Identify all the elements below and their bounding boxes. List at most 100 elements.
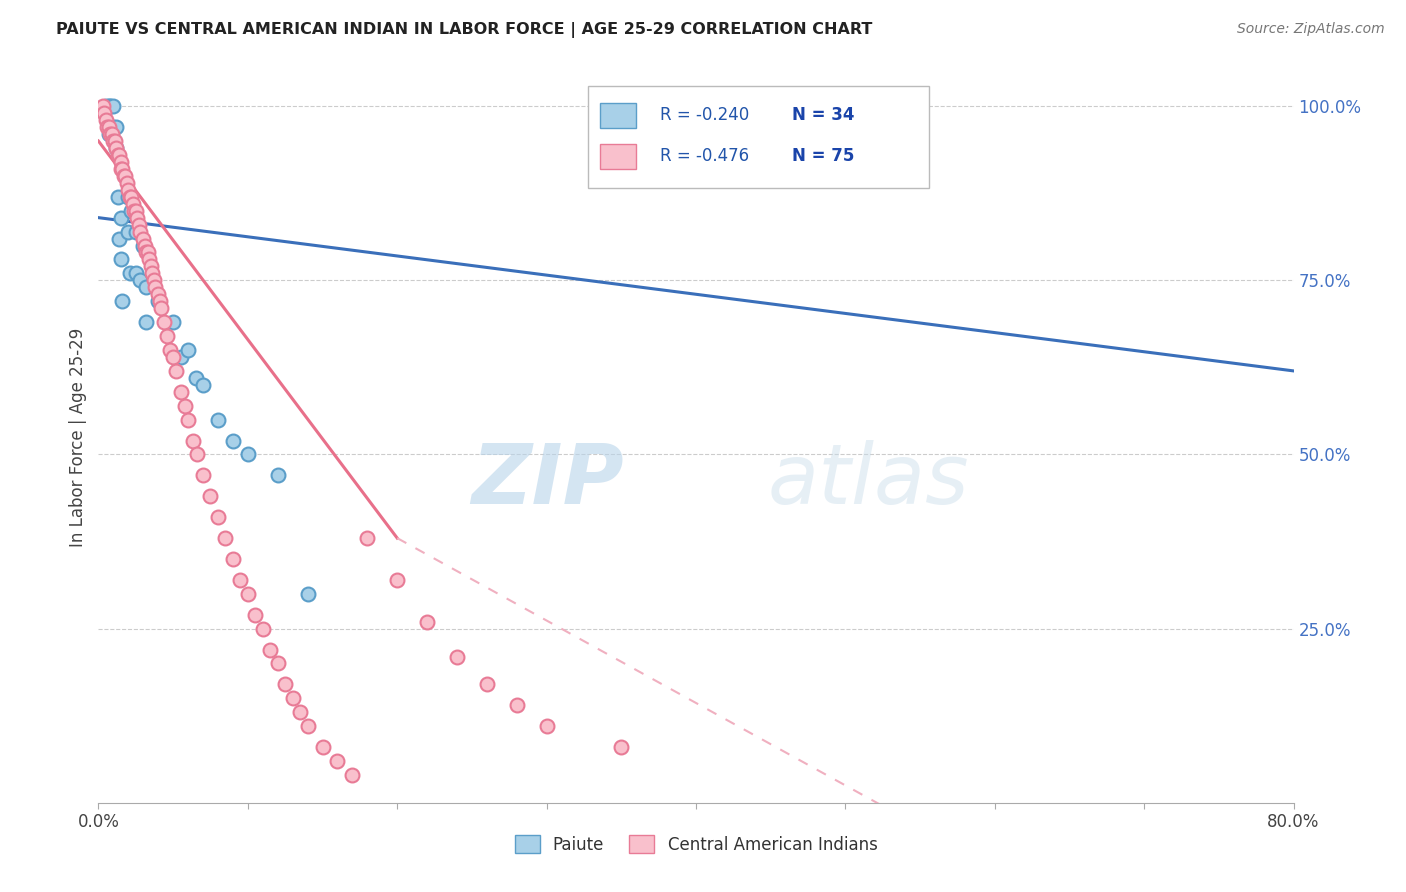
- Point: [118, 190, 141, 204]
- Text: PAIUTE VS CENTRAL AMERICAN INDIAN IN LABOR FORCE | AGE 25-29 CORRELATION CHART: PAIUTE VS CENTRAL AMERICAN INDIAN IN LAB…: [56, 22, 873, 38]
- Point: [135, 280, 157, 294]
- Point: [475, 677, 498, 691]
- Point: [149, 294, 172, 309]
- Point: [356, 531, 378, 545]
- Point: [111, 294, 134, 309]
- Point: [129, 273, 152, 287]
- Point: [103, 120, 125, 134]
- FancyBboxPatch shape: [600, 103, 636, 128]
- Point: [117, 190, 139, 204]
- Point: [125, 225, 148, 239]
- Text: ZIP: ZIP: [471, 441, 624, 522]
- Point: [135, 245, 157, 260]
- Point: [139, 260, 162, 274]
- Point: [506, 698, 529, 713]
- FancyBboxPatch shape: [589, 86, 929, 188]
- Point: [142, 273, 165, 287]
- Point: [236, 587, 259, 601]
- Point: [186, 448, 208, 462]
- Point: [148, 294, 170, 309]
- FancyBboxPatch shape: [600, 144, 636, 169]
- Point: [162, 315, 184, 329]
- Point: [132, 231, 155, 245]
- Point: [117, 183, 139, 197]
- Point: [101, 127, 124, 141]
- Point: [297, 587, 319, 601]
- Point: [159, 343, 181, 357]
- Point: [115, 176, 138, 190]
- Point: [104, 134, 127, 148]
- Point: [385, 573, 409, 587]
- Point: [97, 127, 120, 141]
- Point: [207, 510, 229, 524]
- Point: [96, 120, 118, 134]
- Text: N = 75: N = 75: [792, 147, 853, 165]
- Point: [191, 468, 214, 483]
- Y-axis label: In Labor Force | Age 25-29: In Labor Force | Age 25-29: [69, 327, 87, 547]
- Point: [288, 705, 311, 719]
- Point: [446, 649, 468, 664]
- Point: [252, 622, 274, 636]
- Point: [93, 106, 115, 120]
- Point: [135, 315, 157, 329]
- Point: [236, 448, 259, 462]
- Point: [214, 531, 236, 545]
- Point: [148, 287, 170, 301]
- Point: [110, 252, 132, 267]
- Point: [174, 399, 197, 413]
- Point: [536, 719, 558, 733]
- Point: [134, 238, 156, 252]
- Point: [274, 677, 297, 691]
- Text: R = -0.476: R = -0.476: [661, 147, 749, 165]
- Point: [311, 740, 333, 755]
- Point: [120, 203, 142, 218]
- Point: [169, 350, 191, 364]
- Point: [165, 364, 187, 378]
- Point: [103, 134, 125, 148]
- Point: [110, 211, 132, 225]
- Point: [207, 412, 229, 426]
- Point: [98, 127, 122, 141]
- Point: [200, 489, 222, 503]
- Point: [105, 120, 128, 134]
- Point: [181, 434, 204, 448]
- Point: [94, 113, 117, 128]
- Point: [143, 280, 166, 294]
- Point: [259, 642, 281, 657]
- Point: [281, 691, 304, 706]
- Legend: Paiute, Central American Indians: Paiute, Central American Indians: [508, 829, 884, 860]
- Point: [107, 190, 129, 204]
- Point: [117, 225, 139, 239]
- Point: [222, 552, 245, 566]
- Point: [114, 169, 136, 183]
- Point: [138, 252, 160, 267]
- Point: [267, 468, 290, 483]
- Text: atlas: atlas: [768, 441, 969, 522]
- Point: [169, 384, 191, 399]
- Point: [111, 161, 134, 176]
- Point: [125, 203, 148, 218]
- Point: [94, 99, 117, 113]
- Point: [110, 155, 132, 169]
- Point: [107, 148, 129, 162]
- Point: [184, 371, 207, 385]
- Point: [91, 99, 114, 113]
- Point: [136, 245, 159, 260]
- Point: [132, 238, 155, 252]
- Point: [128, 218, 150, 232]
- Point: [156, 329, 179, 343]
- Point: [124, 203, 146, 218]
- Text: N = 34: N = 34: [792, 106, 853, 124]
- Text: Source: ZipAtlas.com: Source: ZipAtlas.com: [1237, 22, 1385, 37]
- Point: [177, 343, 200, 357]
- Point: [342, 768, 364, 782]
- Point: [153, 315, 176, 329]
- Point: [97, 99, 120, 113]
- Point: [105, 141, 128, 155]
- Point: [121, 196, 143, 211]
- Point: [162, 350, 184, 364]
- Point: [297, 719, 319, 733]
- Point: [108, 231, 131, 245]
- Text: R = -0.240: R = -0.240: [661, 106, 749, 124]
- Point: [98, 99, 122, 113]
